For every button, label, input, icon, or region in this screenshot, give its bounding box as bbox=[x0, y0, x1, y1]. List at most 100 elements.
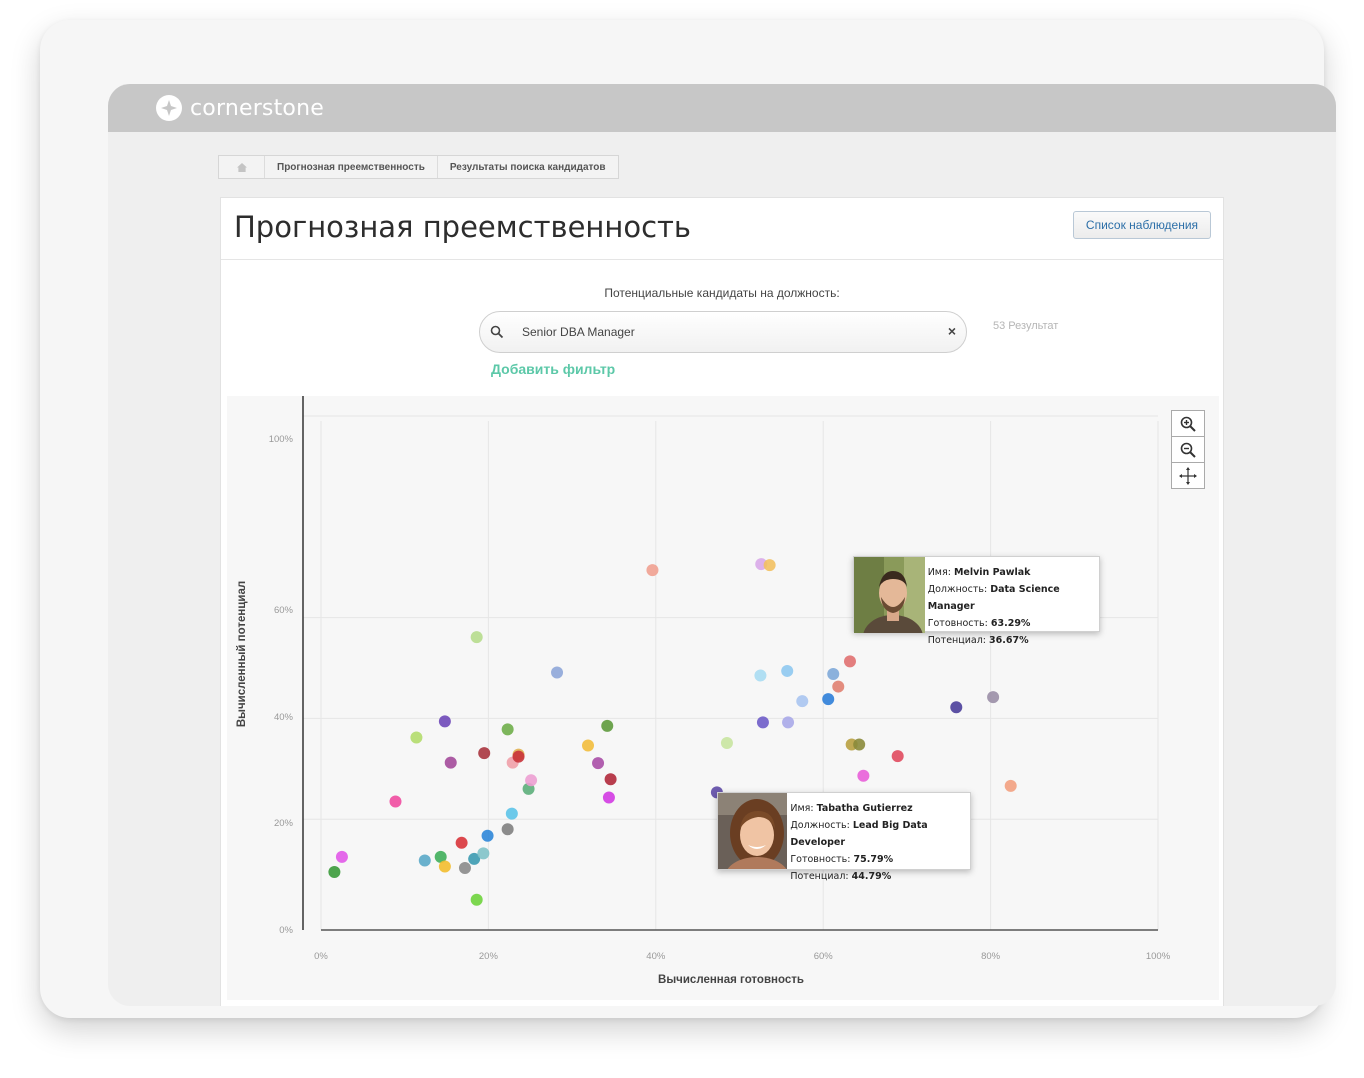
add-filter-link[interactable]: Добавить фильтр bbox=[491, 361, 616, 377]
pan-icon bbox=[1179, 466, 1197, 485]
data-point[interactable] bbox=[754, 669, 767, 682]
watchlist-button[interactable]: Список наблюдения bbox=[1073, 211, 1211, 239]
data-point[interactable] bbox=[335, 850, 348, 863]
data-point[interactable] bbox=[468, 852, 481, 865]
tooltip-text: Имя: Tabatha Gutierrez Должность: Lead B… bbox=[787, 793, 970, 882]
data-point[interactable] bbox=[604, 773, 617, 786]
data-point[interactable] bbox=[602, 791, 615, 804]
search-box: × bbox=[479, 311, 967, 353]
x-tick-label: 100% bbox=[1146, 951, 1171, 962]
page-title: Прогнозная преемственность bbox=[234, 210, 692, 244]
tooltip-potential-row: Потенциал: 44.79% bbox=[790, 871, 892, 882]
data-point[interactable] bbox=[720, 737, 733, 750]
data-point[interactable] bbox=[796, 695, 809, 708]
breadcrumb-home[interactable] bbox=[219, 156, 265, 178]
data-point[interactable] bbox=[592, 757, 605, 770]
zoom-out-icon bbox=[1180, 442, 1196, 458]
tooltip-role-row: Должность: Lead Big Data Developer bbox=[790, 820, 928, 848]
search-clear-button[interactable]: × bbox=[947, 323, 956, 339]
candidate-photo-tabatha bbox=[718, 793, 788, 869]
y-tick-label: 0% bbox=[279, 925, 293, 936]
y-axis-title: Вычисленный потенциал bbox=[236, 581, 248, 727]
data-point[interactable] bbox=[551, 666, 564, 679]
data-point[interactable] bbox=[525, 774, 538, 787]
data-point[interactable] bbox=[512, 750, 525, 763]
tooltip-role-row: Должность: Data Science Manager bbox=[927, 584, 1060, 612]
candidate-tooltip-melvin: Имя: Melvin Pawlak Должность: Data Scien… bbox=[853, 556, 1100, 646]
data-point[interactable] bbox=[418, 854, 431, 867]
data-point[interactable] bbox=[756, 716, 769, 729]
tooltip-name-row: Имя: Tabatha Gutierrez bbox=[790, 803, 913, 814]
breadcrumb-item-results[interactable]: Результаты поиска кандидатов bbox=[449, 161, 606, 173]
y-tick-label: 60% bbox=[274, 605, 294, 616]
search-input[interactable] bbox=[522, 325, 922, 339]
zoom-out-button[interactable] bbox=[1171, 436, 1205, 463]
data-point[interactable] bbox=[458, 862, 471, 875]
x-axis-title: Вычисленная готовность bbox=[658, 974, 804, 986]
main-card: Прогнозная преемственность Список наблюд… bbox=[220, 197, 1224, 1006]
data-point[interactable] bbox=[782, 716, 795, 729]
candidate-photo-melvin bbox=[854, 557, 925, 633]
scatter-chart-svg: 0% 20% 40% 60% 80% 100% 0% 20% 40% 60% 100% Вычисле… bbox=[236, 396, 1171, 986]
data-point[interactable] bbox=[477, 847, 490, 860]
data-point[interactable] bbox=[470, 631, 483, 644]
tooltip-ready-row: Готовность: 75.79% bbox=[790, 854, 894, 865]
data-point[interactable] bbox=[410, 731, 423, 744]
top-bar: cornerstone bbox=[108, 84, 1336, 132]
data-point[interactable] bbox=[438, 715, 451, 728]
data-point[interactable] bbox=[501, 723, 514, 736]
data-point[interactable] bbox=[455, 836, 468, 849]
x-tick-label: 0% bbox=[314, 951, 328, 962]
data-point[interactable] bbox=[444, 756, 457, 769]
search-icon bbox=[490, 325, 504, 339]
data-point[interactable] bbox=[891, 750, 904, 763]
data-point[interactable] bbox=[987, 691, 1000, 704]
data-point[interactable] bbox=[438, 860, 451, 873]
data-point[interactable] bbox=[646, 564, 659, 577]
breadcrumb: Прогнозная преемственность Результаты по… bbox=[218, 155, 619, 179]
data-point[interactable] bbox=[582, 739, 595, 752]
y-tick-label: 40% bbox=[274, 712, 294, 723]
device-frame: cornerstone Прогнозная преемственность Р… bbox=[40, 20, 1336, 1018]
data-point[interactable] bbox=[501, 823, 514, 836]
brand-name[interactable]: cornerstone bbox=[190, 95, 324, 121]
data-point[interactable] bbox=[478, 747, 491, 760]
tooltip-ready-row: Готовность: 63.29% bbox=[927, 618, 1031, 629]
card-header: Прогнозная преемственность Список наблюд… bbox=[221, 198, 1223, 260]
zoom-in-button[interactable] bbox=[1171, 410, 1205, 437]
data-point[interactable] bbox=[950, 701, 963, 714]
data-point[interactable] bbox=[328, 866, 341, 879]
data-point[interactable] bbox=[827, 667, 840, 680]
scatter-chart: 0% 20% 40% 60% 80% 100% 0% 20% 40% 60% 100% Вычисле… bbox=[227, 396, 1219, 1000]
data-point[interactable] bbox=[481, 829, 494, 842]
breadcrumb-item-succession[interactable]: Прогнозная преемственность bbox=[265, 156, 438, 178]
zoom-toolbar bbox=[1171, 410, 1205, 489]
data-point[interactable] bbox=[781, 664, 794, 677]
candidate-tooltip-tabatha: Имя: Tabatha Gutierrez Должность: Lead B… bbox=[717, 792, 971, 882]
data-point[interactable] bbox=[601, 719, 614, 732]
tooltip-text: Имя: Melvin Pawlak Должность: Data Scien… bbox=[925, 557, 1099, 646]
candidates-label: Потенциальные кандидаты на должность: bbox=[604, 286, 840, 300]
data-point[interactable] bbox=[470, 893, 483, 906]
cornerstone-logo-icon[interactable] bbox=[156, 95, 182, 121]
data-point[interactable] bbox=[505, 807, 518, 820]
home-icon bbox=[236, 162, 247, 172]
y-tick-label: 20% bbox=[274, 818, 294, 829]
x-tick-label: 60% bbox=[814, 951, 834, 962]
data-point[interactable] bbox=[822, 693, 835, 706]
pan-button[interactable] bbox=[1171, 462, 1205, 489]
data-point[interactable] bbox=[434, 850, 447, 863]
zoom-in-icon bbox=[1180, 416, 1196, 432]
y-tick-label: 100% bbox=[269, 434, 294, 445]
data-point[interactable] bbox=[763, 559, 776, 572]
data-point[interactable] bbox=[843, 655, 856, 668]
data-point[interactable] bbox=[389, 795, 402, 808]
app-window: cornerstone Прогнозная преемственность Р… bbox=[108, 84, 1336, 1006]
results-count: 53 Результат bbox=[993, 320, 1059, 332]
data-point[interactable] bbox=[832, 680, 845, 693]
tooltip-name-row: Имя: Melvin Pawlak bbox=[927, 567, 1031, 578]
data-point[interactable] bbox=[857, 769, 870, 782]
data-point[interactable] bbox=[1004, 779, 1017, 792]
tooltip-potential-row: Потенциал: 36.67% bbox=[927, 635, 1029, 646]
data-point[interactable] bbox=[853, 738, 866, 751]
